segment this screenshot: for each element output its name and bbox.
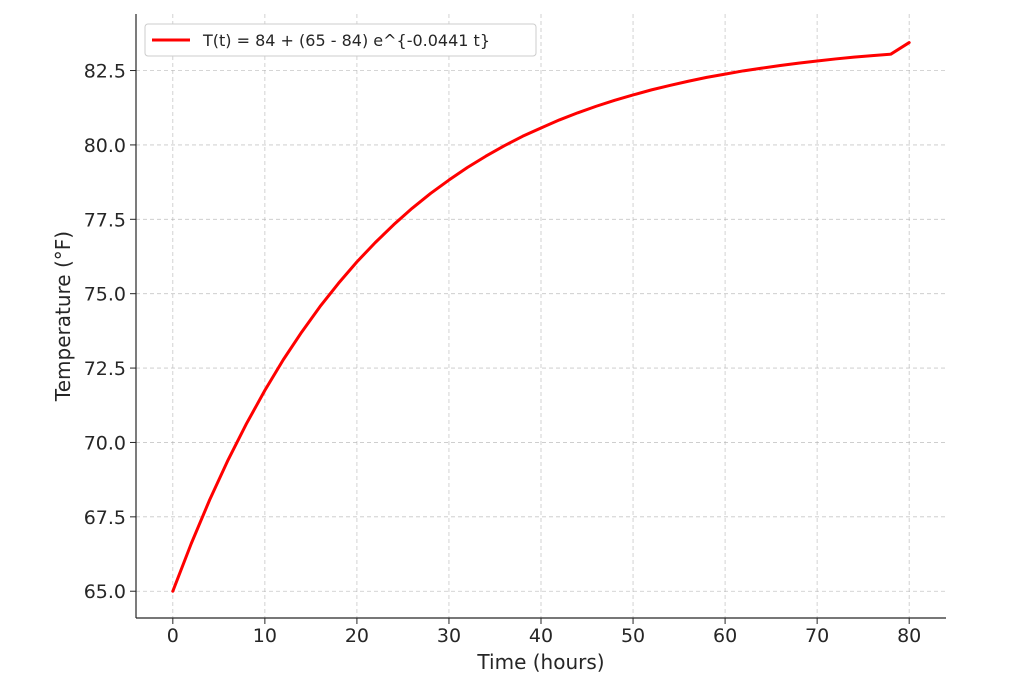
y-tick-label: 65.0 (84, 581, 126, 603)
y-axis-label: Temperature (°F) (51, 231, 75, 402)
ticks: 0 10 20 30 40 50 60 70 80 65.0 67.5 70.0 72.5 75.0 77.… (84, 61, 922, 647)
x-axis-label: Time (hours) (476, 650, 604, 674)
x-tick-label: 50 (621, 625, 645, 647)
series-line (171, 41, 911, 593)
y-tick-label: 80.0 (84, 135, 126, 157)
grid (136, 14, 946, 618)
x-tick-label: 70 (805, 625, 829, 647)
y-tick-label: 70.0 (84, 432, 126, 454)
series-layer (171, 41, 911, 593)
legend: T(t) = 84 + (65 - 84) e^{-0.0441 t} (144, 23, 537, 57)
legend-entry-label: T(t) = 84 + (65 - 84) e^{-0.0441 t} (202, 31, 490, 50)
x-tick-label: 30 (437, 625, 461, 647)
x-tick-label: 0 (167, 625, 179, 647)
y-tick-label: 67.5 (84, 507, 126, 529)
legend-box (144, 23, 537, 57)
y-tick-label: 75.0 (84, 284, 126, 306)
x-tick-label: 40 (529, 625, 553, 647)
y-tick-label: 77.5 (84, 209, 126, 231)
y-tick-label: 72.5 (84, 358, 126, 380)
x-tick-label: 20 (345, 625, 369, 647)
y-tick-label: 82.5 (84, 61, 126, 83)
x-tick-label: 60 (713, 625, 737, 647)
x-tick-label: 10 (253, 625, 277, 647)
x-tick-label: 80 (897, 625, 921, 647)
